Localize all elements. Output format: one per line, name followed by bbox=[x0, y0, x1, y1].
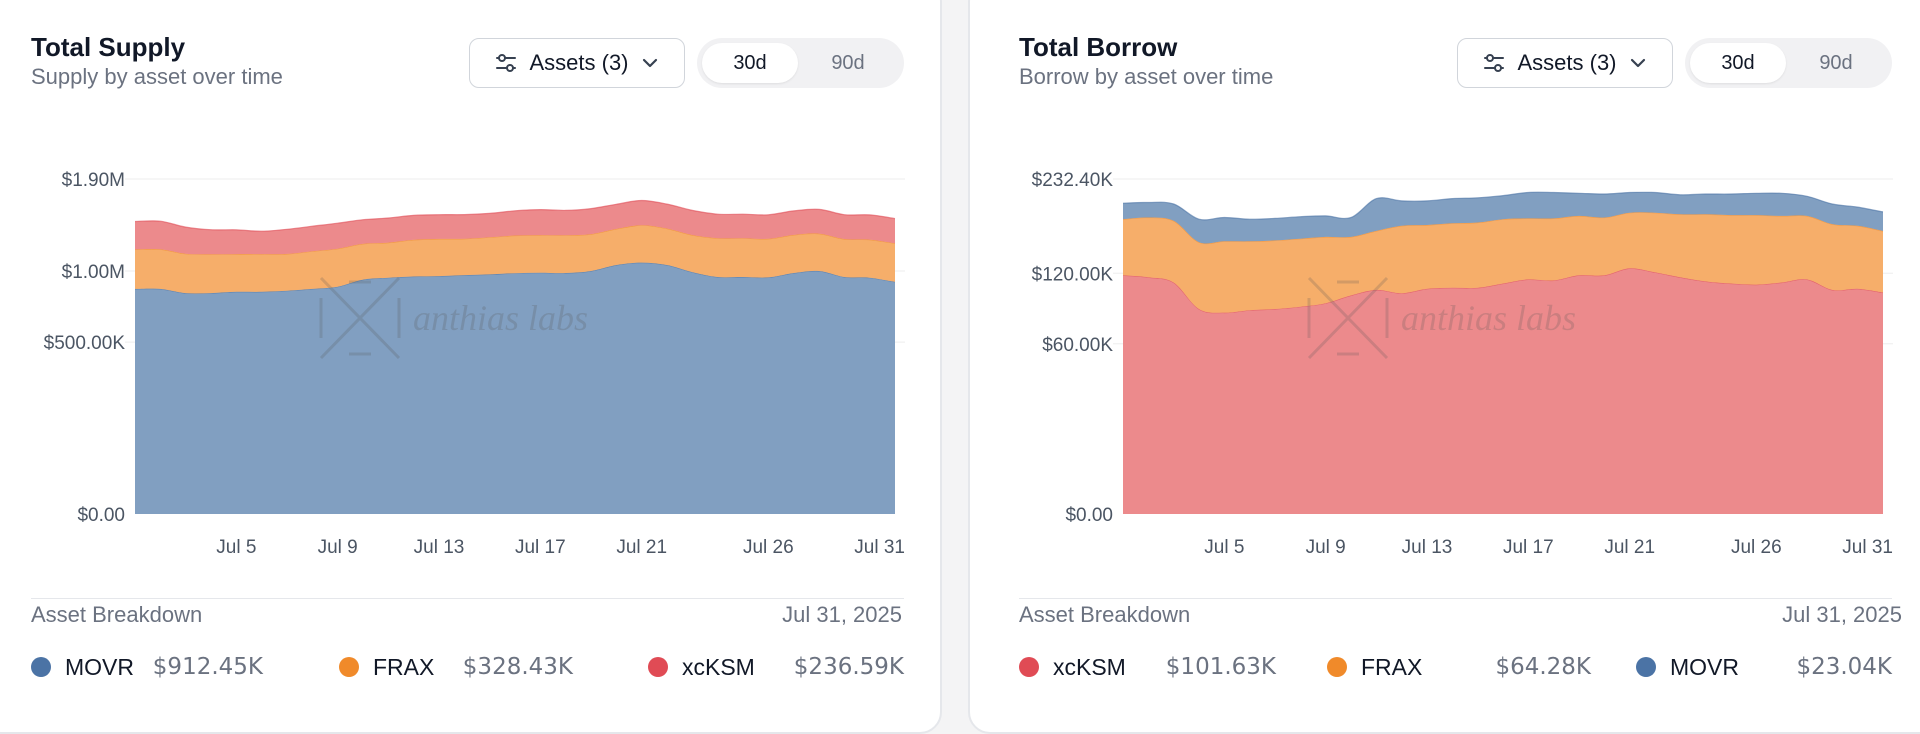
chevron-down-icon bbox=[1630, 58, 1645, 68]
legend-dot bbox=[1019, 657, 1039, 677]
sliders-icon bbox=[496, 54, 517, 72]
borrow-assets-label: Assets (3) bbox=[1517, 50, 1617, 75]
supply-x-tick-label: Jul 13 bbox=[414, 537, 465, 558]
borrow-title: Total Borrow bbox=[1019, 32, 1178, 62]
supply-x-tick-label: Jul 5 bbox=[216, 537, 256, 558]
borrow-y-tick-label: $0.00 bbox=[1065, 505, 1113, 526]
borrow-card: Total Borrow Borrow by asset over time A… bbox=[968, 0, 1920, 734]
supply-legend-item-frax: FRAX bbox=[339, 650, 434, 684]
legend-value: $328.43K bbox=[462, 654, 573, 680]
borrow-legend-item-movr: MOVR bbox=[1636, 650, 1739, 684]
supply-card: Total Supply Supply by asset over time A… bbox=[0, 0, 942, 734]
legend-name: MOVR bbox=[1670, 653, 1739, 680]
supply-area-movr bbox=[135, 262, 895, 514]
supply-x-tick-label: Jul 21 bbox=[616, 537, 667, 558]
supply-subtitle: Supply by asset over time bbox=[31, 64, 283, 89]
supply-legend: MOVR $912.45K FRAX $328.43K xcKSM $236.5… bbox=[31, 650, 904, 684]
borrow-watermark: anthias labs bbox=[1307, 276, 1576, 360]
legend-name: MOVR bbox=[65, 653, 134, 680]
legend-value: $23.04K bbox=[1796, 654, 1892, 680]
borrow-y-tick-label: $232.40K bbox=[1032, 170, 1114, 191]
borrow-breakdown-date: Jul 31, 2025 bbox=[1782, 602, 1902, 627]
borrow-watermark-text: anthias labs bbox=[1401, 298, 1576, 338]
supply-assets-label: Assets (3) bbox=[529, 50, 629, 75]
borrow-range-toggle: 30d 90d bbox=[1685, 38, 1892, 88]
supply-watermark-text: anthias labs bbox=[413, 298, 588, 338]
borrow-y-tick-label: $120.00K bbox=[1032, 264, 1114, 285]
watermark-logo-icon bbox=[319, 276, 401, 360]
legend-value: $236.59K bbox=[793, 654, 904, 680]
borrow-area-frax bbox=[1123, 212, 1883, 313]
supply-line-xcksm bbox=[134, 199, 896, 232]
borrow-divider bbox=[1019, 598, 1892, 599]
supply-x-tick-label: Jul 17 bbox=[515, 537, 566, 558]
legend-dot bbox=[31, 657, 51, 677]
legend-name: xcKSM bbox=[682, 653, 755, 680]
borrow-chart: $0.00 $60.00K $120.00K $232.40K Jul 5 Jul 9 Ju… bbox=[1032, 170, 1893, 558]
borrow-x-tick-label: Jul 17 bbox=[1503, 537, 1554, 558]
borrow-y-tick-label: $60.00K bbox=[1042, 335, 1113, 356]
supply-x-tick-label: Jul 9 bbox=[318, 537, 358, 558]
legend-dot bbox=[1327, 657, 1347, 677]
supply-y-tick-label: $0.00 bbox=[77, 505, 125, 526]
supply-breakdown-label: Asset Breakdown bbox=[31, 602, 203, 627]
legend-name: FRAX bbox=[373, 653, 435, 680]
supply-chart: $0.00 $500.00K $1.00M $1.90M Jul 5 Jul 9 Jul 1… bbox=[44, 170, 905, 558]
supply-range-toggle: 30d 90d bbox=[697, 38, 904, 88]
borrow-breakdown-label: Asset Breakdown bbox=[1019, 602, 1191, 627]
borrow-area-xcksm bbox=[1123, 268, 1883, 514]
supply-range-30d[interactable]: 30d bbox=[702, 43, 798, 83]
supply-breakdown-date: Jul 31, 2025 bbox=[782, 602, 902, 627]
borrow-legend: xcKSM $101.63K FRAX $64.28K MOVR $23.04K bbox=[1019, 650, 1892, 684]
supply-y-tick-label: $500.00K bbox=[44, 333, 126, 354]
legend-name: FRAX bbox=[1361, 653, 1423, 680]
supply-area-xcksm bbox=[135, 200, 895, 255]
legend-value: $912.45K bbox=[152, 654, 263, 680]
supply-y-tick-label: $1.00M bbox=[62, 262, 125, 283]
borrow-x-tick-label: Jul 13 bbox=[1402, 537, 1453, 558]
watermark-logo-icon bbox=[1307, 276, 1389, 360]
supply-legend-item-xcksm: xcKSM bbox=[648, 650, 755, 684]
sliders-icon bbox=[1484, 54, 1505, 72]
chevron-down-icon bbox=[642, 58, 657, 68]
borrow-legend-item-frax: FRAX bbox=[1327, 650, 1422, 684]
supply-legend-item-movr: MOVR bbox=[31, 650, 134, 684]
borrow-subtitle: Borrow by asset over time bbox=[1019, 64, 1274, 89]
borrow-range-90d[interactable]: 90d bbox=[1819, 51, 1853, 74]
supply-area-frax bbox=[135, 225, 895, 294]
borrow-x-tick-label: Jul 26 bbox=[1731, 537, 1782, 558]
borrow-range-30d[interactable]: 30d bbox=[1690, 43, 1786, 83]
legend-dot bbox=[1636, 657, 1656, 677]
borrow-x-tick-label: Jul 5 bbox=[1204, 537, 1244, 558]
legend-value: $101.63K bbox=[1165, 654, 1276, 680]
borrow-assets-button[interactable]: Assets (3) bbox=[1457, 38, 1673, 88]
borrow-x-tick-label: Jul 21 bbox=[1604, 537, 1655, 558]
supply-range-90d[interactable]: 90d bbox=[831, 51, 865, 74]
supply-divider bbox=[31, 598, 904, 599]
supply-title: Total Supply bbox=[31, 32, 186, 62]
supply-y-tick-label: $1.90M bbox=[62, 170, 125, 191]
legend-value: $64.28K bbox=[1495, 654, 1591, 680]
legend-dot bbox=[648, 657, 668, 677]
supply-x-tick-label: Jul 31 bbox=[854, 537, 905, 558]
legend-dot bbox=[339, 657, 359, 677]
borrow-area-movr bbox=[1123, 192, 1883, 244]
supply-assets-button[interactable]: Assets (3) bbox=[469, 38, 685, 88]
borrow-line-movr bbox=[1122, 191, 1884, 221]
legend-name: xcKSM bbox=[1053, 653, 1126, 680]
borrow-x-tick-label: Jul 9 bbox=[1306, 537, 1346, 558]
supply-watermark: anthias labs bbox=[319, 276, 588, 360]
borrow-legend-item-xcksm: xcKSM bbox=[1019, 650, 1126, 684]
supply-x-tick-label: Jul 26 bbox=[743, 537, 794, 558]
borrow-x-tick-label: Jul 31 bbox=[1842, 537, 1893, 558]
